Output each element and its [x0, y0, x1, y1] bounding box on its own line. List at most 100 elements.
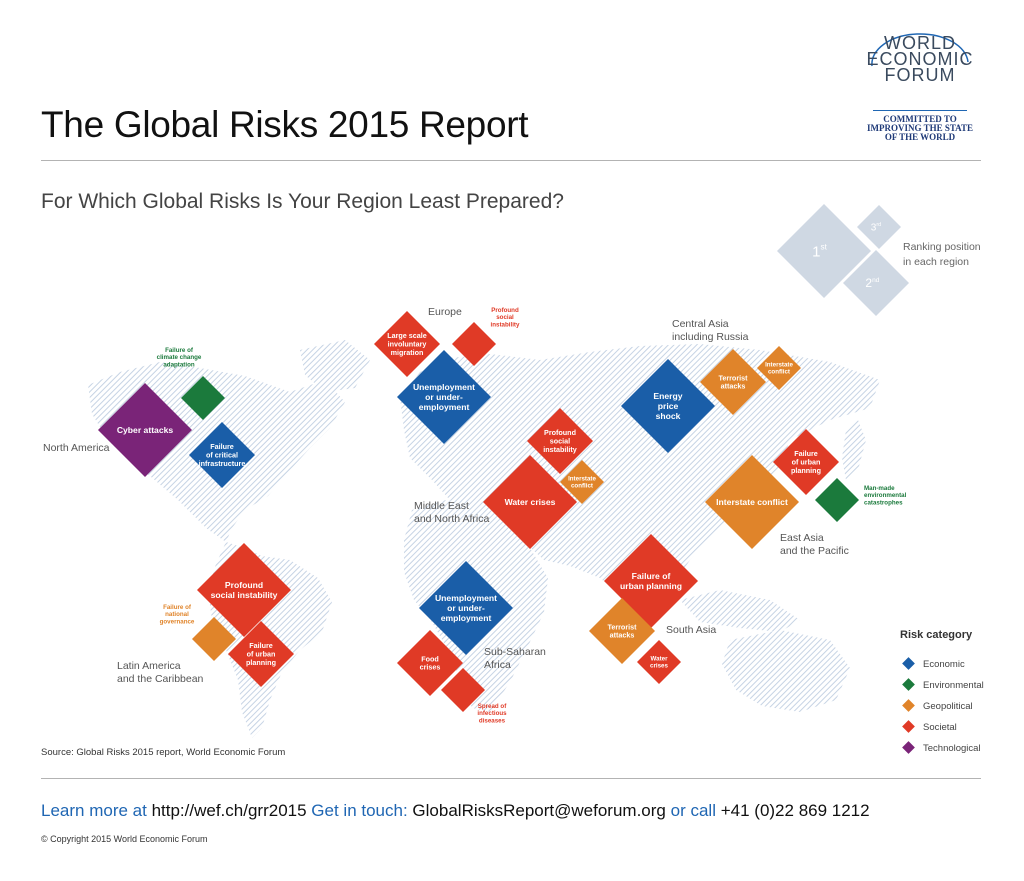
risk-diamond	[441, 668, 485, 712]
risk-diamond	[757, 346, 801, 390]
risk-diamond	[815, 478, 859, 522]
risk-diamond	[621, 359, 715, 453]
ranking-key-diamond	[777, 204, 871, 298]
logo-line-3: FORUM	[884, 65, 956, 85]
risk-diamond	[637, 640, 681, 684]
ranking-key-number: 3rd	[871, 222, 881, 234]
legend-item-geopolitical: Geopolitical	[902, 699, 973, 714]
risk-label: Terrorist attacks	[718, 373, 748, 390]
risk-label: Man-made environmental catastrophes	[864, 485, 907, 506]
legend-item-environmental: Environmental	[902, 678, 984, 693]
risk-label: Large scale involuntary migration	[387, 331, 427, 357]
copyright-note: © Copyright 2015 World Economic Forum	[41, 834, 208, 844]
footer-email-link[interactable]: GlobalRisksReport@weforum.org	[412, 801, 666, 820]
risk-label: Unemployment or under-employment	[413, 382, 475, 412]
risk-label: Interstate conflict	[716, 497, 788, 507]
footer-divider	[41, 778, 981, 779]
risk-label: Failure of climate change adaptation	[157, 347, 202, 368]
risk-diamond	[397, 630, 463, 696]
ranking-key-label-2: in each region	[903, 256, 969, 268]
risk-diamond	[483, 455, 577, 549]
risk-label: Cyber attacks	[117, 425, 174, 435]
ranking-key-label-1: Ranking position	[903, 241, 981, 253]
legend-swatch-economic	[902, 657, 915, 670]
risk-label: Interstate conflict	[568, 476, 596, 490]
footer-phone[interactable]: +41 (0)22 869 1212	[720, 801, 870, 820]
region-label-east-asia: East Asia and the Pacific	[780, 532, 849, 557]
risk-label: Failure of urban planning	[620, 571, 682, 591]
ranking-key-diamond	[857, 205, 901, 249]
risk-label: Profound social instability	[543, 428, 577, 454]
page-title: The Global Risks 2015 Report	[41, 104, 529, 145]
landmass-japan	[842, 420, 866, 480]
risk-diamond	[197, 543, 291, 637]
footer-learn-more: Learn more at	[41, 801, 147, 820]
risk-diamond	[705, 455, 799, 549]
page-subtitle: For Which Global Risks Is Your Region Le…	[41, 190, 564, 213]
risk-diamond	[773, 429, 839, 495]
risk-diamond	[560, 460, 604, 504]
risk-diamond	[181, 376, 225, 420]
legend-item-economic: Economic	[902, 657, 965, 672]
logo-divider	[873, 110, 967, 111]
risk-label: Food crises	[420, 654, 441, 671]
risk-diamond	[589, 598, 655, 664]
legend-item-technological: Technological	[902, 741, 981, 756]
logo-line-1: WORLD	[884, 33, 956, 53]
risk-label: Unemployment or under-employment	[435, 593, 497, 623]
risk-diamond	[419, 561, 513, 655]
region-label-europe: Europe	[428, 306, 462, 318]
risk-label: Water crises	[650, 656, 668, 670]
risk-diamond	[397, 350, 491, 444]
risk-label: Energy price shock	[653, 391, 682, 421]
legend-swatch-societal	[902, 720, 915, 733]
legend-swatch-technological	[902, 741, 915, 754]
footer-or-call: or call	[670, 801, 716, 820]
logo-tagline-2: IMPROVING THE STATE	[866, 123, 974, 133]
landmass-southeast-asia	[680, 590, 800, 632]
ranking-key-diamond	[843, 250, 909, 316]
region-label-north-america: North America	[43, 442, 110, 454]
logo-tagline-3: OF THE WORLD	[884, 132, 956, 142]
region-label-sub-saharan-africa: Sub-Saharan Africa	[484, 646, 546, 671]
risk-diamond	[189, 422, 255, 488]
risk-label: Spread of infectious diseases	[477, 703, 507, 724]
source-note: Source: Global Risks 2015 report, World …	[41, 747, 286, 758]
region-label-middle-east: Middle East and North Africa	[414, 500, 490, 525]
risk-diamond	[98, 383, 192, 477]
risk-diamond	[527, 408, 593, 474]
risk-label: Interstate conflict	[765, 362, 793, 376]
risk-diamond	[374, 311, 440, 377]
risk-label: Failure of national governance	[160, 604, 195, 625]
logo-line-2: ECONOMIC	[866, 49, 974, 69]
risk-label: Water crises	[505, 497, 556, 507]
logo-tagline-1: COMMITTED TO	[883, 114, 957, 124]
landmass-greenland	[300, 340, 370, 392]
landmass-eurasia	[400, 344, 880, 610]
risk-diamond	[228, 621, 294, 687]
risk-label: Failure of urban planning	[246, 641, 276, 667]
region-label-central-asia: Central Asia including Russia	[672, 318, 749, 343]
header-divider	[41, 160, 981, 161]
risk-diamond	[452, 322, 496, 366]
legend-title: Risk category	[900, 629, 973, 641]
risk-diamond	[700, 349, 766, 415]
wef-logo-arc	[871, 33, 969, 67]
region-label-latin-america: Latin America and the Caribbean	[117, 660, 204, 685]
footer-get-in-touch: Get in touch:	[311, 801, 408, 820]
risk-label: Failure of urban planning	[791, 449, 821, 475]
risk-diamond	[192, 617, 236, 661]
risk-label: Profound social instability	[491, 307, 520, 328]
risk-label: Failure of critical infrastructure	[199, 442, 246, 468]
footer-url-link[interactable]: http://wef.ch/grr2015	[151, 801, 307, 820]
region-label-south-asia: South Asia	[666, 624, 717, 636]
risk-diamonds: Cyber attacks Failure of critical infrastru…	[98, 307, 907, 724]
legend-swatch-geopolitical	[902, 699, 915, 712]
footer-contact: Learn more at http://wef.ch/grr2015 Get …	[41, 801, 870, 821]
legend-item-societal: Societal	[902, 720, 957, 735]
risk-label: Terrorist attacks	[607, 622, 637, 639]
risk-label: Profound social instability	[211, 580, 278, 600]
legend-swatch-environmental	[902, 678, 915, 691]
